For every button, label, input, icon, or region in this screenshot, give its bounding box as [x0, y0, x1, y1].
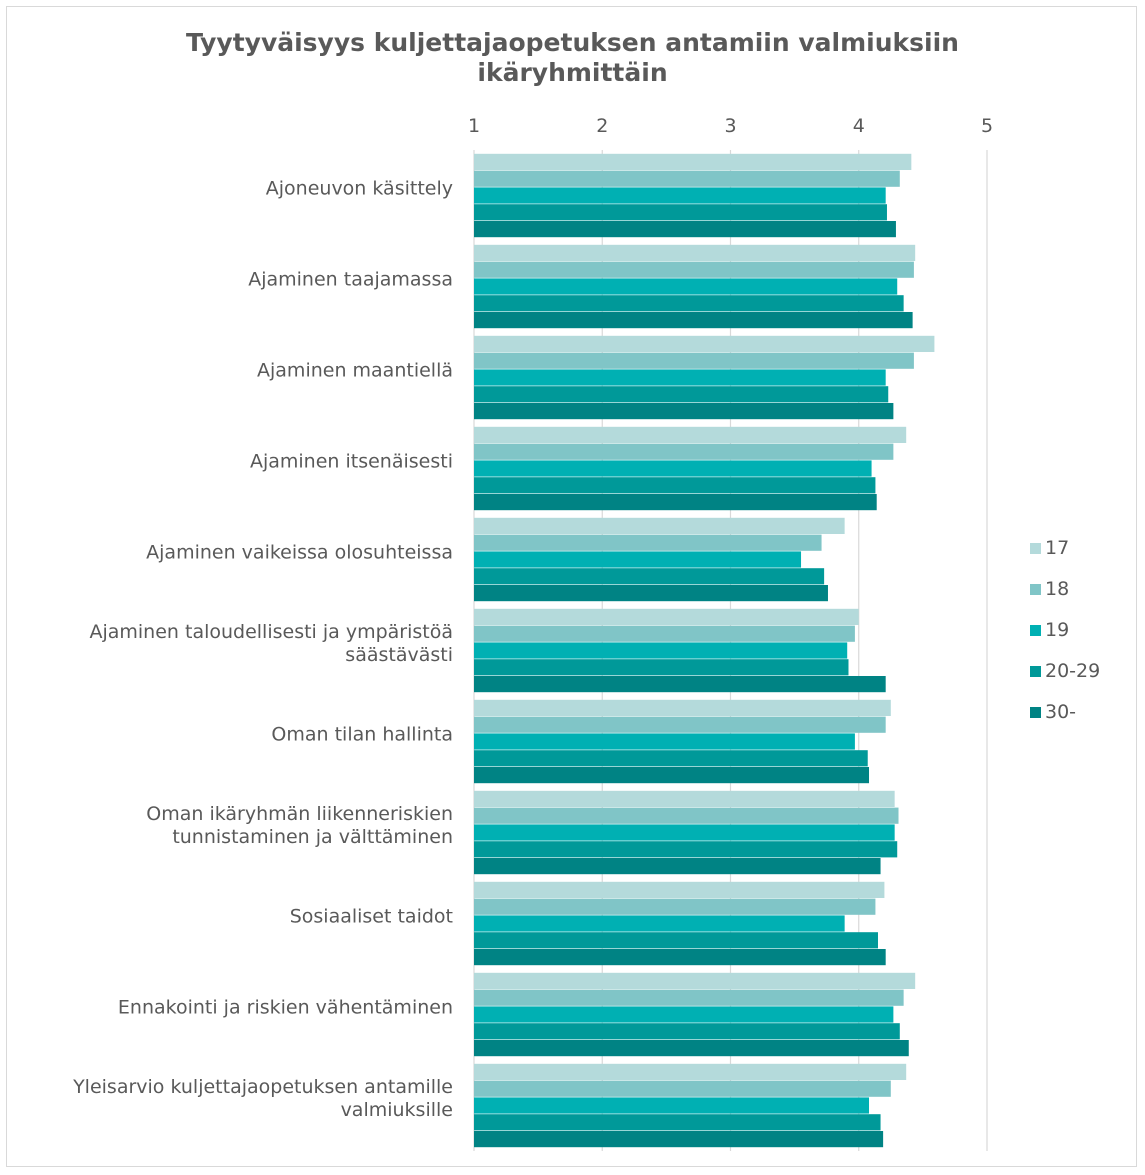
bar-2-17	[474, 335, 935, 352]
category-label-6: Oman tilan hallinta	[271, 724, 453, 746]
legend-label-17: 17	[1045, 537, 1069, 559]
bar-9-18	[474, 989, 904, 1006]
bar-6-18	[474, 716, 886, 733]
x-tick-label-4: 4	[853, 115, 865, 137]
bar-1-30-	[474, 312, 913, 329]
bar-7-19	[474, 824, 895, 841]
bar-0-18	[474, 170, 900, 187]
legend-swatch-17	[1030, 543, 1041, 554]
category-label-8: Sosiaaliset taidot	[290, 906, 453, 928]
category-label-4: Ajaminen vaikeissa olosuhteissa	[146, 542, 453, 564]
bar-0-17	[474, 153, 912, 170]
category-label-1: Ajaminen taajamassa	[248, 269, 453, 291]
bar-0-20-29	[474, 204, 887, 221]
bar-7-17	[474, 790, 895, 807]
category-label-5: Ajaminen taloudellisesti ja ympäristöä sä…	[89, 621, 453, 666]
bar-1-20-29	[474, 295, 904, 312]
bar-5-17	[474, 608, 859, 625]
bar-5-19	[474, 642, 848, 659]
chart-title: Tyytyväisyys kuljettajaopetuksen antamii…	[0, 28, 1145, 88]
bar-0-19	[474, 187, 886, 204]
bar-4-17	[474, 517, 845, 534]
bar-10-20-29	[474, 1114, 881, 1131]
category-labels: Ajoneuvon käsittely Ajaminen taajamassa Aj…	[72, 178, 453, 1122]
bar-4-30-	[474, 585, 828, 602]
category-label-10: Yleisarvio kuljettajaopetuksen antamille…	[72, 1076, 453, 1121]
category-label-7: Oman ikäryhmän liikenneriskien tunnistami…	[146, 803, 453, 848]
bar-8-19	[474, 915, 845, 932]
bar-6-30-	[474, 767, 870, 784]
bar-9-19	[474, 1006, 894, 1023]
bar-4-19	[474, 551, 802, 568]
bar-3-20-29	[474, 477, 876, 494]
bar-7-18	[474, 807, 899, 824]
bar-2-30-	[474, 403, 894, 420]
bar-0-30-	[474, 221, 896, 238]
x-tick-label-3: 3	[724, 115, 736, 137]
bar-10-17	[474, 1063, 907, 1080]
bar-1-18	[474, 261, 914, 278]
legend-label-20-29: 20-29	[1045, 660, 1100, 682]
x-tick-labels: 1 2 3 4 5	[468, 115, 993, 137]
bar-10-19	[474, 1097, 870, 1114]
bar-8-18	[474, 898, 876, 915]
chart-title-line-2: ikäryhmittäin	[477, 58, 668, 87]
bar-3-17	[474, 426, 907, 443]
x-tick-label-1: 1	[468, 115, 480, 137]
category-label-9: Ennakointi ja riskien vähentäminen	[118, 997, 453, 1019]
bar-10-18	[474, 1080, 891, 1097]
bar-5-30-	[474, 676, 886, 693]
legend-swatch-30-	[1030, 707, 1041, 718]
legend-swatch-18	[1030, 584, 1041, 595]
bar-5-20-29	[474, 659, 849, 676]
bar-7-20-29	[474, 841, 898, 858]
bar-2-20-29	[474, 386, 889, 403]
bar-6-20-29	[474, 750, 868, 767]
bar-9-30-	[474, 1040, 909, 1057]
bar-1-19	[474, 278, 898, 295]
bar-8-17	[474, 881, 885, 898]
bar-9-20-29	[474, 1023, 900, 1040]
bar-6-17	[474, 699, 891, 716]
x-tick-label-5: 5	[981, 115, 993, 137]
bar-2-18	[474, 352, 914, 369]
legend-swatch-20-29	[1030, 666, 1041, 677]
bar-10-30-	[474, 1131, 884, 1148]
legend-label-19: 19	[1045, 619, 1069, 641]
category-label-2: Ajaminen maantiellä	[257, 360, 453, 382]
bars	[474, 153, 935, 1148]
legend-swatch-19	[1030, 625, 1041, 636]
bar-3-19	[474, 460, 872, 477]
legend-label-18: 18	[1045, 578, 1069, 600]
bar-9-17	[474, 972, 916, 989]
bar-8-20-29	[474, 932, 878, 949]
bar-7-30-	[474, 858, 881, 875]
x-tick-label-2: 2	[596, 115, 608, 137]
bar-3-18	[474, 443, 894, 460]
bar-3-30-	[474, 494, 877, 511]
bar-6-19	[474, 733, 855, 750]
bar-1-17	[474, 244, 916, 261]
chart-title-line-1: Tyytyväisyys kuljettajaopetuksen antamii…	[186, 28, 959, 57]
category-label-3: Ajaminen itsenäisesti	[250, 451, 453, 473]
category-label-0: Ajoneuvon käsittely	[266, 178, 453, 200]
bar-4-20-29	[474, 568, 825, 585]
bar-8-30-	[474, 949, 886, 966]
bar-2-19	[474, 369, 886, 386]
bar-4-18	[474, 534, 822, 551]
legend: 17 18 19 20-29 30-	[1030, 537, 1100, 723]
bar-5-18	[474, 625, 855, 642]
legend-label-30-: 30-	[1045, 701, 1076, 723]
